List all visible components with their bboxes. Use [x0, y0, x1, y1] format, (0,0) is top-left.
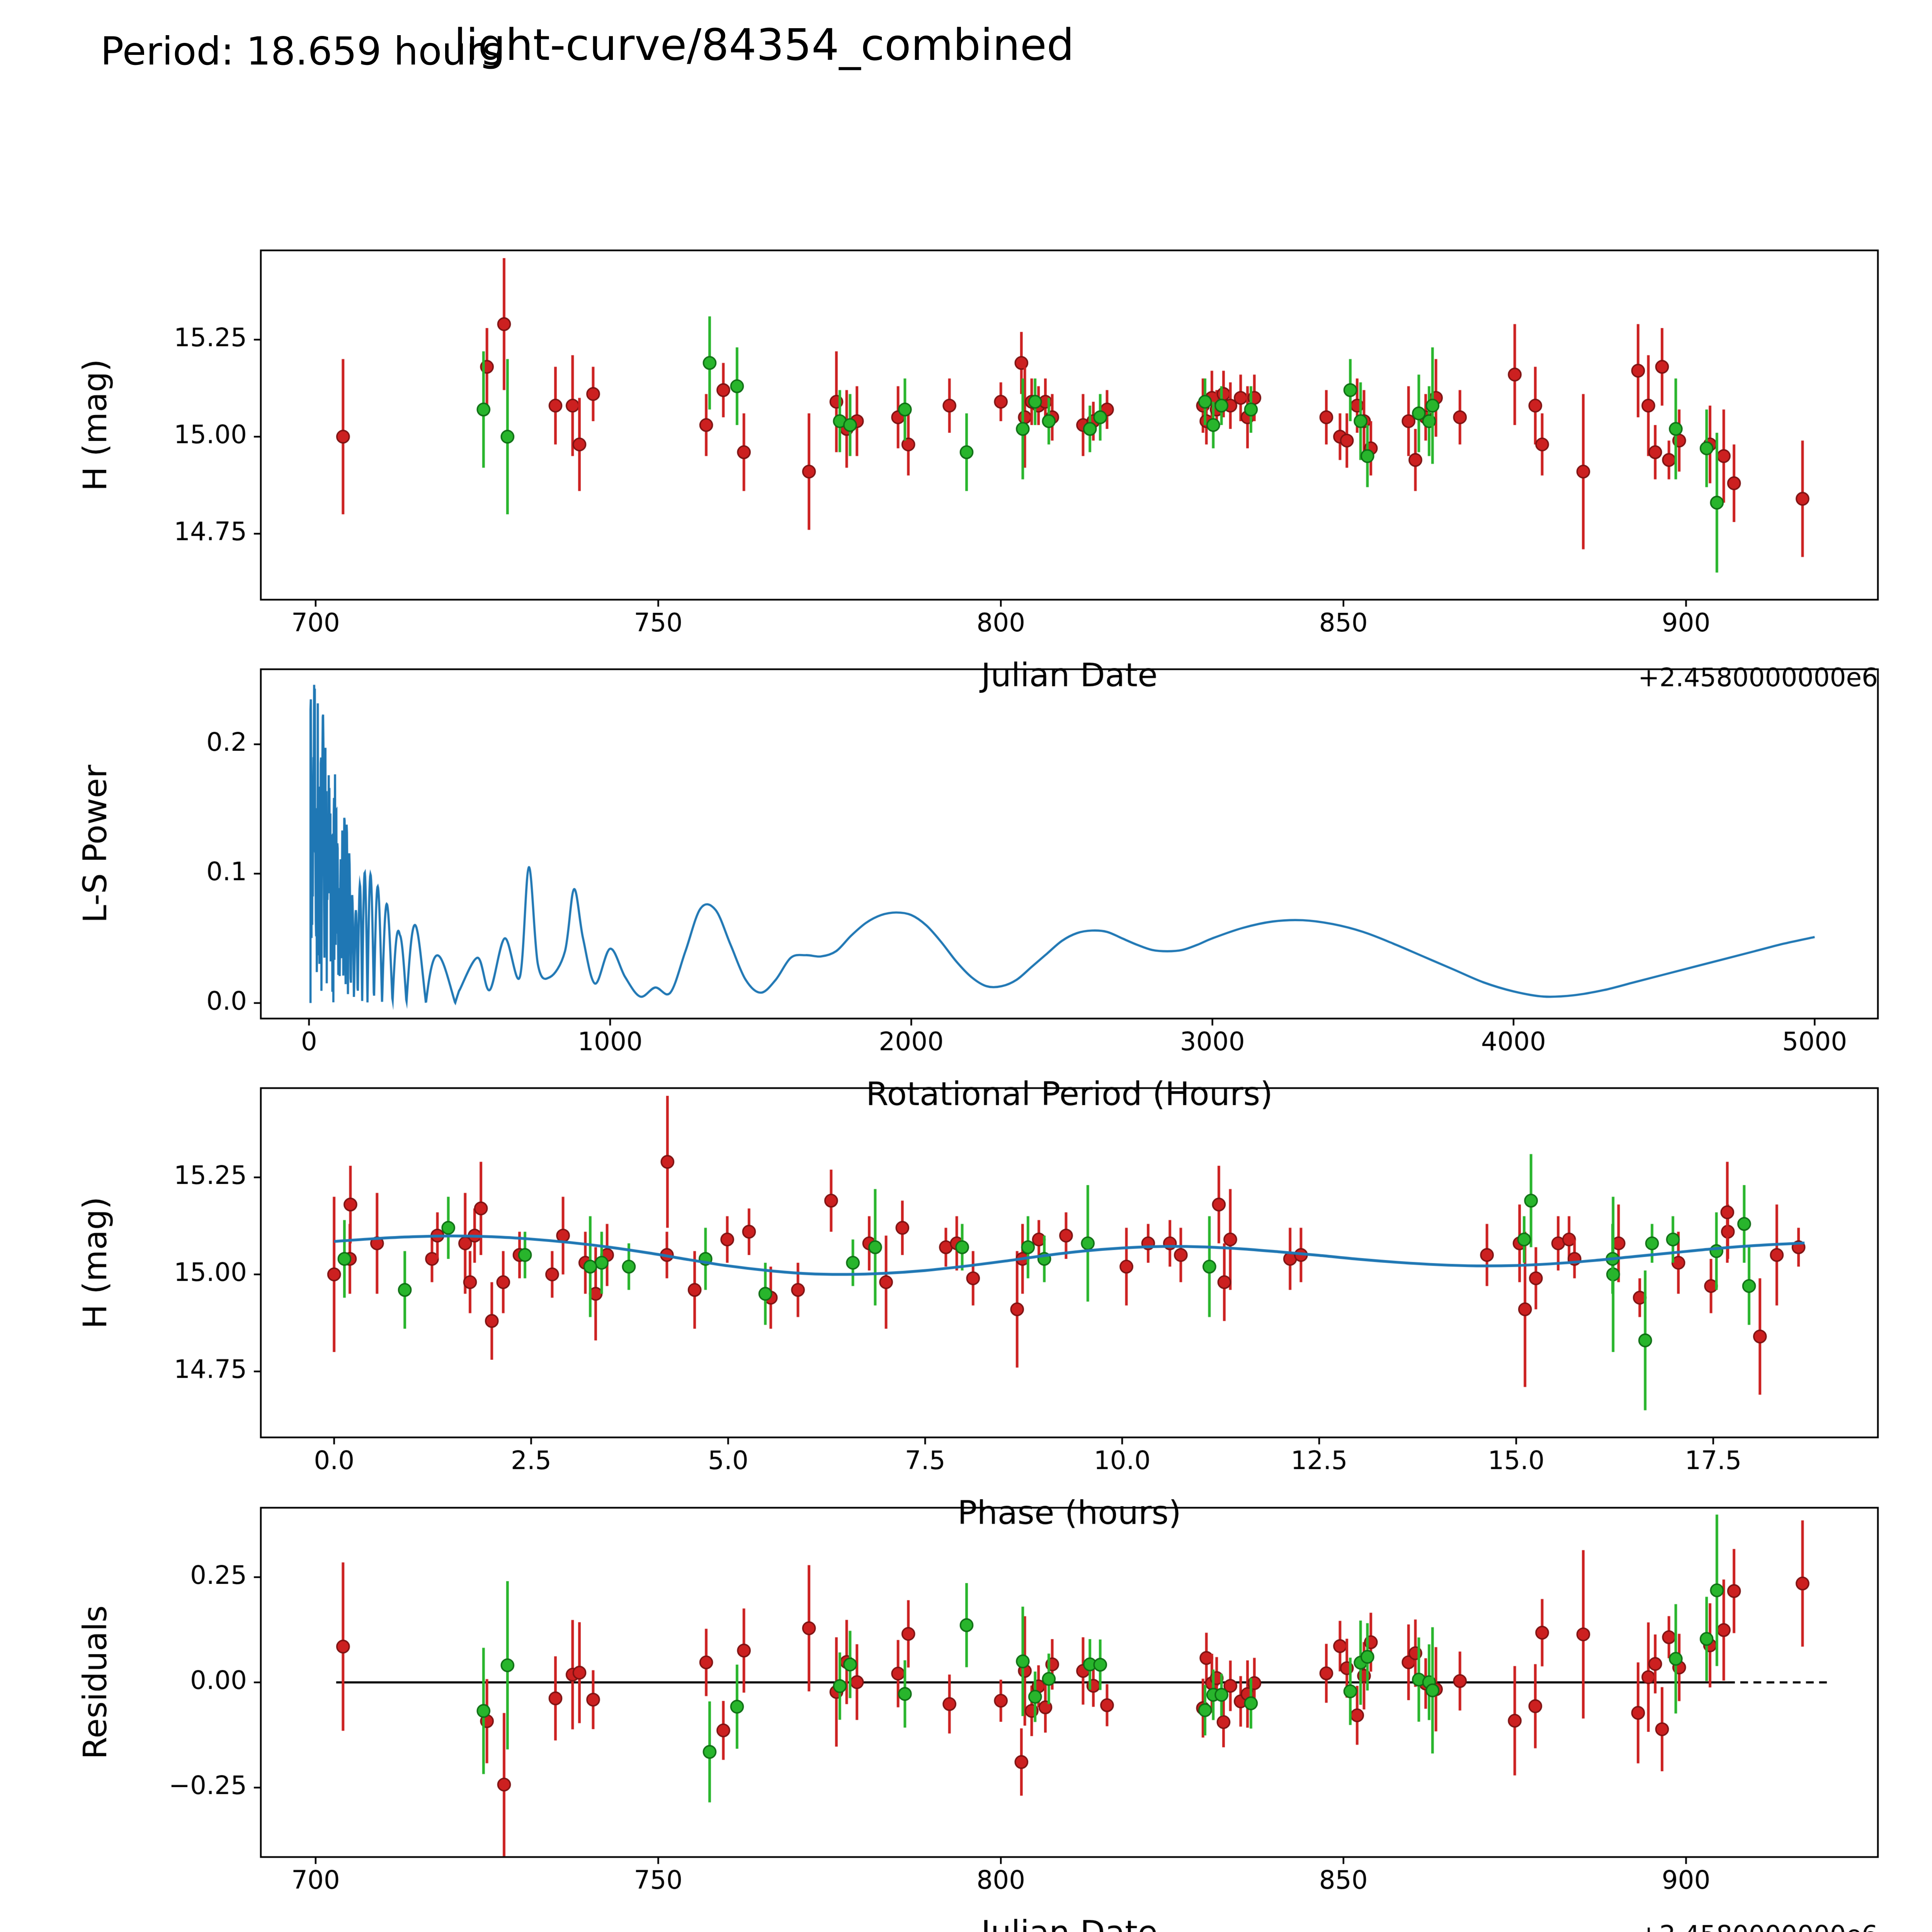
figure-title: light-curve/84354_combined [454, 20, 1074, 70]
period-annotation: Period: 18.659 hours [100, 29, 503, 74]
